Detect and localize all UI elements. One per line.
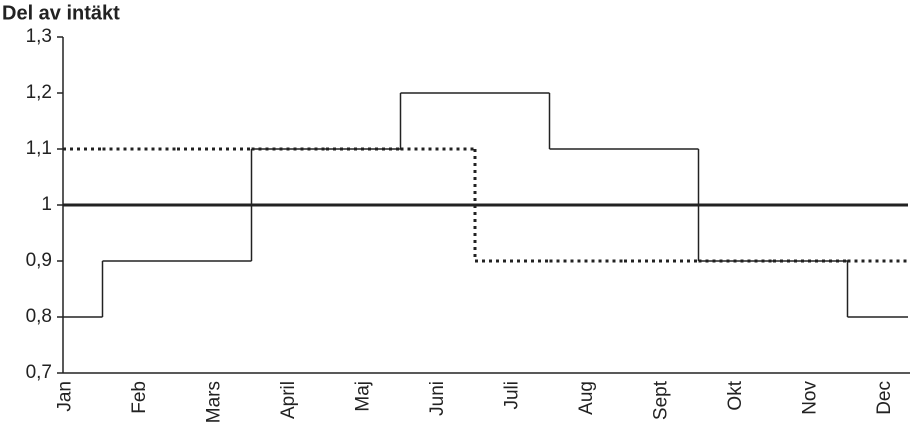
y-tick-label: 0,9 (26, 250, 52, 271)
x-tick-label: Juni (427, 381, 448, 416)
x-tick-label: Sept (650, 380, 671, 420)
x-tick-label: Nov (799, 381, 820, 415)
x-tick-label: Mars (203, 381, 224, 423)
x-tick-label: Jan (54, 381, 75, 412)
x-tick-label: Okt (725, 380, 746, 410)
x-tick-label: Feb (129, 381, 150, 414)
x-tick-label: Dec (874, 381, 895, 415)
y-tick-label: 1 (41, 194, 52, 215)
y-tick-label: 0,7 (26, 362, 52, 383)
chart-title: Del av intäkt (2, 2, 120, 24)
y-tick-label: 0,8 (26, 306, 52, 327)
x-tick-label: Aug (576, 381, 597, 415)
x-tick-label: Juli (501, 381, 522, 410)
y-tick-label: 1,2 (26, 82, 52, 103)
x-tick-label: April (278, 381, 299, 419)
x-tick-label: Maj (352, 381, 373, 412)
y-tick-label: 1,1 (26, 138, 52, 159)
y-tick-label: 1,3 (26, 26, 52, 47)
